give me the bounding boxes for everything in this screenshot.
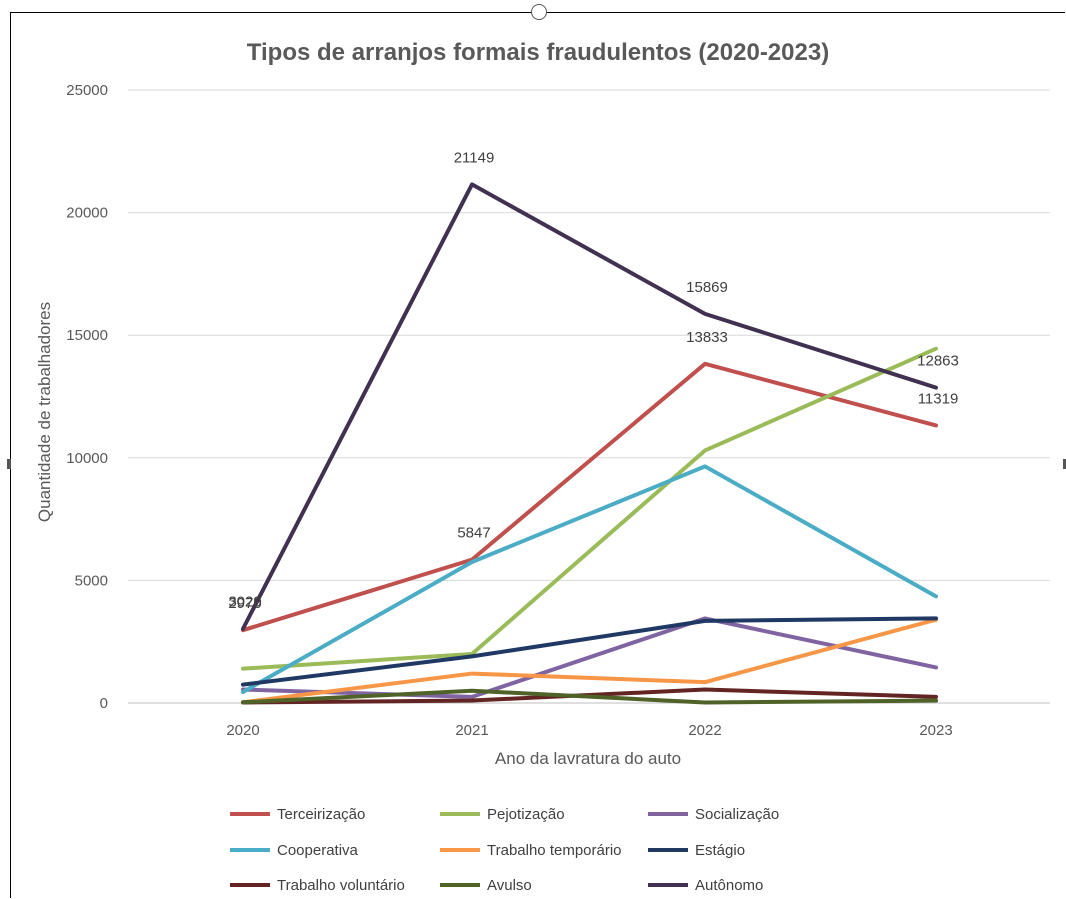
y-axis-ticks: 0 5000 10000 15000 20000 25000 [66,82,108,712]
data-label: 11319 [918,390,959,407]
x-tick-label: 2023 [919,722,952,739]
gridlines [128,89,1050,704]
resize-handle[interactable] [531,4,547,20]
legend-label: Trabalho temporário [487,842,622,859]
chart-title: Tipos de arranjos formais fraudulentos (… [247,39,829,66]
legend-item[interactable]: Terceirização [230,806,365,823]
legend: Terceirização Pejotização Socialização Coop… [230,806,779,894]
legend-item[interactable]: Socialização [648,806,779,823]
legend-item[interactable]: Estágio [648,842,745,859]
y-tick-label: 20000 [66,205,108,222]
legend-label: Trabalho voluntário [277,877,405,894]
series-line [241,616,938,687]
y-tick-label: 10000 [66,450,108,467]
data-label: 21149 [454,149,495,166]
series-line [241,688,938,705]
y-tick-label: 15000 [66,327,108,344]
legend-item[interactable]: Trabalho voluntário [230,877,405,894]
series-line [241,346,938,671]
right-edge-handle[interactable] [1063,459,1066,469]
x-axis-label: Ano da lavratura do auto [495,749,681,768]
data-label: 2970 [228,595,261,612]
data-label: 3029 [228,594,261,611]
y-tick-label: 0 [100,695,108,712]
series-line [241,361,938,633]
series-line [241,182,938,631]
legend-label: Avulso [487,877,532,894]
legend-item[interactable]: Trabalho temporário [440,842,622,859]
y-tick-label: 5000 [75,572,108,589]
legend-item[interactable]: Avulso [440,877,532,894]
y-axis-label: Quantidade de trabalhadores [35,302,54,522]
data-label: 15869 [686,279,728,296]
legend-label: Terceirização [277,806,365,823]
data-label: 12863 [917,353,959,370]
series-line [241,617,938,705]
legend-label: Socialização [695,806,779,823]
legend-label: Estágio [695,842,745,859]
legend-item[interactable]: Cooperativa [230,842,359,859]
data-label: 13833 [686,329,728,346]
data-label: 5847 [457,525,490,542]
x-tick-label: 2020 [226,722,259,739]
legend-label: Pejotização [487,806,565,823]
x-axis-ticks: 2020 2021 2022 2023 [226,722,952,739]
series-lines [241,182,938,705]
series-line [241,616,938,699]
x-tick-label: 2021 [455,722,488,739]
left-edge-handle[interactable] [7,459,11,469]
x-tick-label: 2022 [688,722,721,739]
legend-label: Cooperativa [277,842,359,859]
legend-label: Autônomo [695,877,763,894]
series-line [241,464,938,694]
y-tick-label: 25000 [66,82,108,99]
legend-item[interactable]: Autônomo [648,877,763,894]
legend-item[interactable]: Pejotização [440,806,565,823]
data-labels: 2970 5847 13833 11319 3029 21149 15869 12863 [228,149,959,612]
